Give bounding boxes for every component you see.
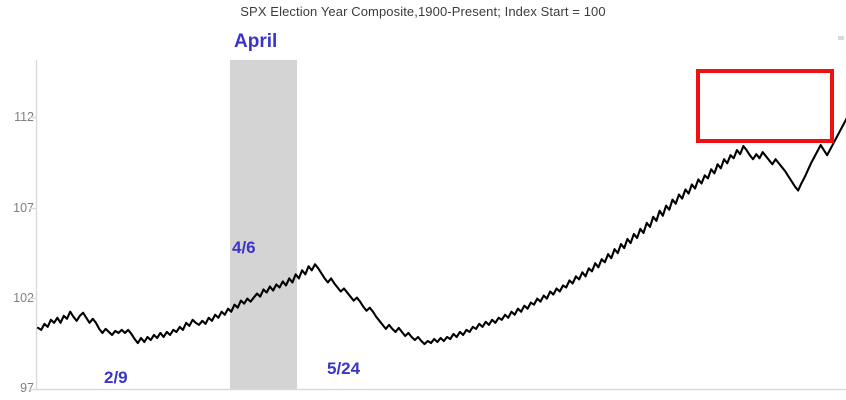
y-axis-tick-102: 102 [13, 291, 34, 305]
annotation-4-6: 4/6 [232, 238, 256, 257]
chart-title: SPX Election Year Composite,1900-Present… [240, 4, 606, 19]
corner-artifact-mark [838, 36, 844, 40]
y-axis-tick-112: 112 [14, 110, 34, 124]
annotation-5-24: 5/24 [327, 359, 361, 378]
april-shaded-band [230, 60, 297, 390]
y-axis-tick-97: 97 [20, 381, 34, 395]
annotation-2-9: 2/9 [104, 368, 128, 387]
y-axis-tick-107: 107 [13, 201, 34, 215]
highlight-rectangle [696, 69, 834, 143]
price-line [36, 117, 846, 346]
annotation-april: April [234, 31, 278, 52]
